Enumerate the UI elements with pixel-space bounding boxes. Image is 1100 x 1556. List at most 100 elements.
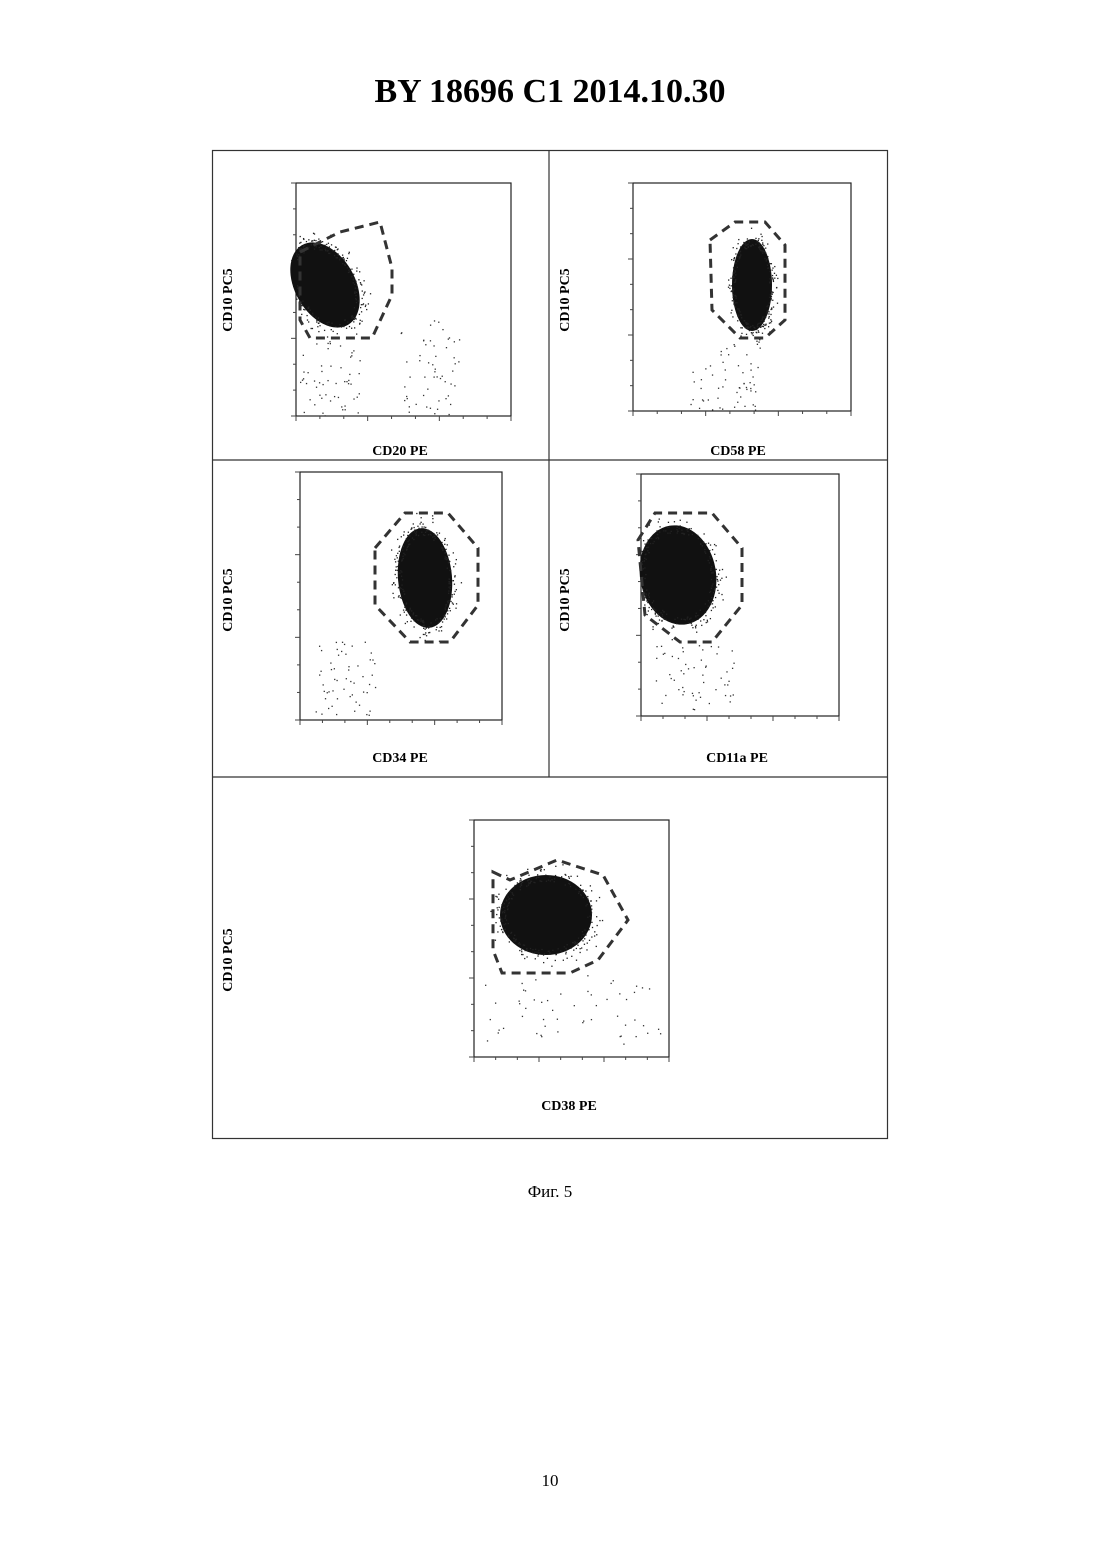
event-dot: [372, 659, 373, 660]
event-dot: [427, 389, 428, 390]
event-dot: [448, 600, 449, 601]
event-dot: [711, 610, 712, 611]
event-dot: [430, 408, 431, 409]
event-dot: [562, 864, 563, 865]
event-dot: [658, 616, 659, 617]
event-dot: [722, 569, 723, 570]
event-dot: [772, 279, 773, 280]
event-dot: [584, 944, 585, 945]
event-dot: [770, 319, 771, 320]
event-dot: [701, 379, 702, 380]
event-dot: [425, 632, 426, 633]
event-dot: [768, 313, 769, 314]
document-page: BY 18696 C1 2014.10.30 CD10 PC5CD20 PECD…: [0, 0, 1100, 1556]
event-dot: [322, 384, 323, 385]
event-dot: [770, 322, 771, 323]
event-dot: [715, 578, 716, 579]
event-dot: [652, 626, 653, 627]
event-dot: [644, 560, 645, 561]
event-dot: [681, 529, 682, 530]
event-dot: [393, 597, 394, 598]
event-dot: [435, 538, 436, 539]
event-dot: [702, 675, 703, 676]
event-dot: [404, 400, 405, 401]
event-dot: [447, 613, 448, 614]
event-dot: [449, 582, 450, 583]
event-dot: [521, 949, 522, 950]
event-dot: [651, 609, 652, 610]
event-dot: [580, 885, 581, 886]
event-dot: [412, 537, 413, 538]
event-dot: [415, 533, 416, 534]
event-dot: [323, 684, 324, 685]
event-dot: [503, 924, 504, 925]
event-dot: [770, 294, 771, 295]
event-dot: [658, 521, 659, 522]
event-dot: [395, 584, 396, 585]
event-dot: [667, 533, 668, 534]
event-dot: [774, 273, 775, 274]
event-dot: [645, 574, 646, 575]
event-dot: [575, 889, 576, 890]
event-dot: [408, 532, 409, 533]
event-dot: [336, 642, 337, 643]
event-dot: [420, 618, 421, 619]
event-dot: [446, 557, 447, 558]
event-dot: [731, 290, 732, 291]
event-dot: [521, 885, 522, 886]
event-dot: [729, 285, 730, 286]
event-dot: [707, 620, 708, 621]
event-dot: [446, 347, 447, 348]
event-dot: [741, 333, 742, 334]
event-dot: [304, 412, 305, 413]
event-dot: [710, 618, 711, 619]
event-dot: [652, 629, 653, 630]
event-dot: [409, 610, 410, 611]
event-dot: [392, 584, 393, 585]
event-dot: [554, 881, 555, 882]
event-dot: [497, 907, 498, 908]
event-dot: [402, 550, 403, 551]
event-dot: [407, 535, 408, 536]
event-dot: [355, 295, 356, 296]
event-dot: [544, 869, 545, 870]
event-dot: [450, 570, 451, 571]
event-dot: [347, 258, 348, 259]
event-dot: [712, 600, 713, 601]
event-dot: [692, 534, 693, 535]
event-dot: [656, 538, 657, 539]
event-dot: [617, 1016, 618, 1017]
event-dot: [404, 607, 405, 608]
event-dot: [647, 1033, 648, 1034]
event-dot: [506, 875, 507, 876]
event-dot: [672, 656, 673, 657]
event-dot: [432, 364, 433, 365]
event-dot: [344, 320, 345, 321]
event-dot: [722, 409, 723, 410]
event-dot: [401, 559, 402, 560]
event-dot: [538, 954, 539, 955]
event-dot: [749, 382, 750, 383]
event-dot: [454, 341, 455, 342]
event-dot: [733, 297, 734, 298]
event-dot: [673, 626, 674, 627]
event-dot: [321, 398, 322, 399]
event-dot: [318, 317, 319, 318]
event-dot: [311, 244, 312, 245]
event-dot: [511, 892, 512, 893]
event-dot: [505, 915, 506, 916]
event-dot: [496, 914, 497, 915]
event-dot: [340, 367, 341, 368]
event-dot: [456, 603, 457, 604]
event-dot: [765, 252, 766, 253]
event-dot: [505, 916, 506, 917]
event-dot: [520, 880, 521, 881]
event-dot: [776, 287, 777, 288]
event-dot: [735, 274, 736, 275]
event-dot: [719, 407, 720, 408]
event-dot: [413, 527, 414, 528]
event-dot: [409, 612, 410, 613]
event-dot: [498, 1030, 499, 1031]
event-dot: [756, 332, 757, 333]
event-dot: [709, 562, 710, 563]
